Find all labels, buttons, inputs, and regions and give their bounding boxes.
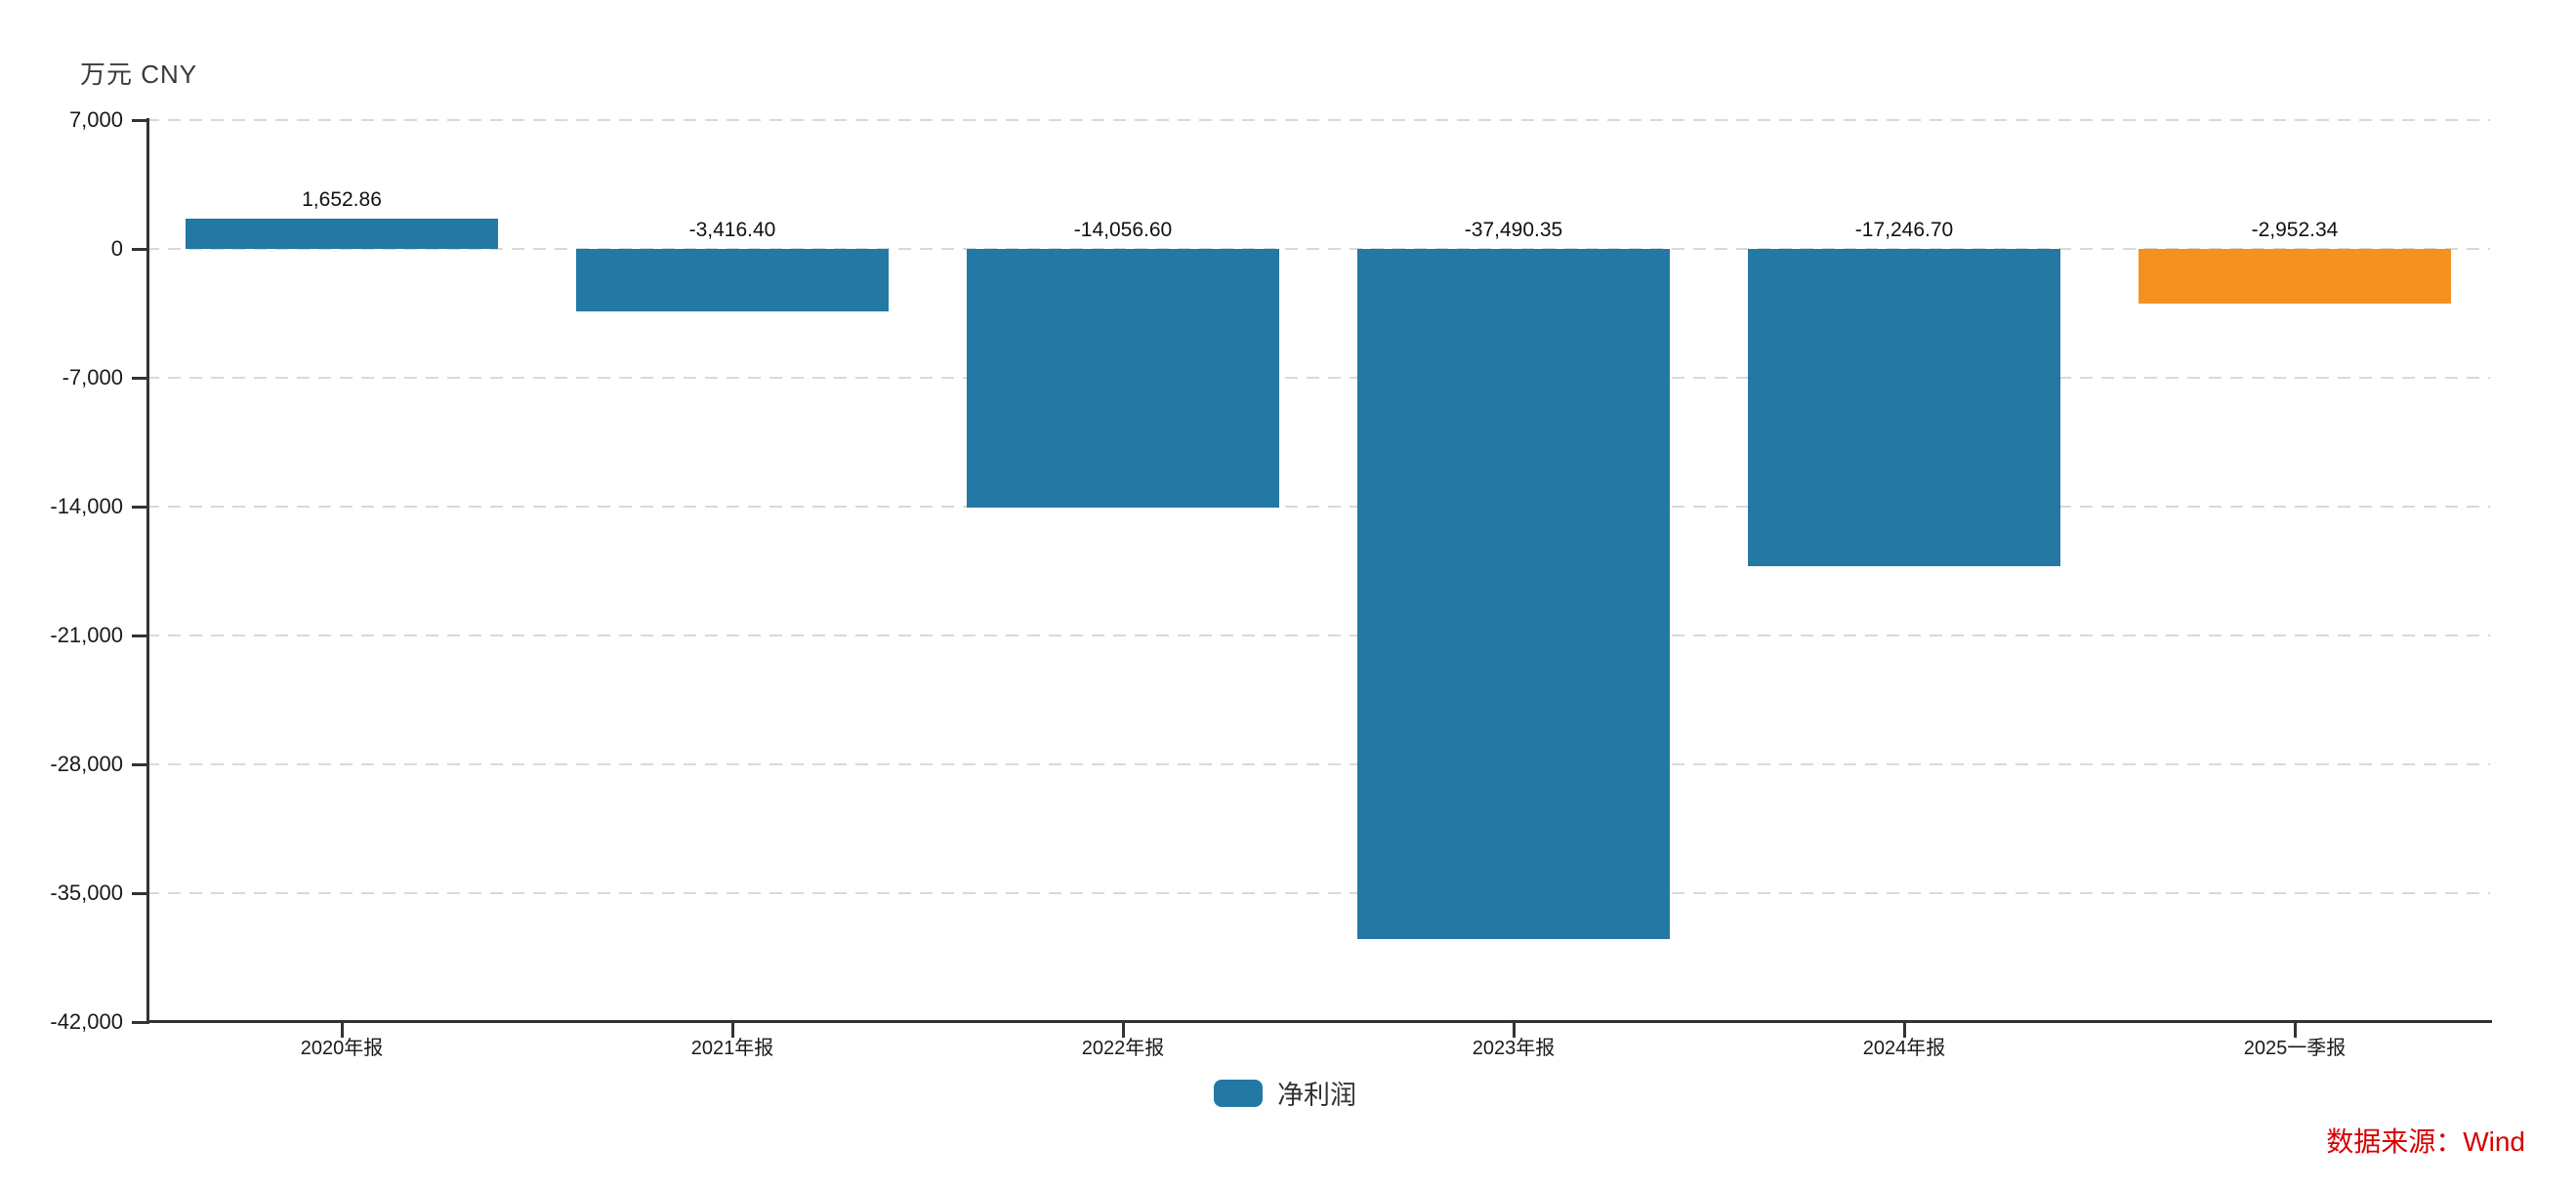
bar-value-label: -2,952.34 bbox=[2251, 219, 2339, 241]
gridline bbox=[146, 892, 2490, 894]
y-axis-tick-label: -28,000 bbox=[50, 752, 123, 776]
legend-item-label: 净利润 bbox=[1277, 1081, 1356, 1110]
bar-value-label: -37,490.35 bbox=[1464, 219, 1563, 241]
x-axis-tick-label: 2025一季报 bbox=[2243, 1038, 2347, 1059]
y-axis-tick-label: -35,000 bbox=[50, 880, 123, 905]
bar-value-label: -17,246.70 bbox=[1854, 219, 1954, 241]
gridline bbox=[146, 377, 2490, 379]
x-axis-tick-mark bbox=[1512, 1022, 1516, 1038]
bar-2022年报[interactable] bbox=[967, 249, 1279, 509]
x-axis-tick-mark bbox=[2293, 1022, 2297, 1038]
x-axis-tick-label: 2022年报 bbox=[1081, 1038, 1165, 1059]
x-axis-tick-mark bbox=[730, 1022, 734, 1038]
gridline bbox=[146, 634, 2490, 636]
x-axis-tick-label: 2021年报 bbox=[690, 1038, 774, 1059]
y-axis-tick-label: -21,000 bbox=[50, 623, 123, 647]
gridline bbox=[146, 119, 2490, 121]
y-axis-unit-label: 万元 CNY bbox=[80, 60, 198, 89]
y-axis-tick-mark bbox=[132, 891, 147, 895]
bar-2021年报[interactable] bbox=[576, 249, 889, 312]
data-source-note: 数据来源：Wind bbox=[2326, 1126, 2525, 1157]
y-axis-tick-mark bbox=[132, 376, 147, 380]
y-axis-tick-mark bbox=[132, 634, 147, 637]
y-axis-tick-mark bbox=[132, 118, 147, 122]
gridline bbox=[146, 506, 2490, 508]
bar-value-label: -14,056.60 bbox=[1073, 219, 1173, 241]
y-axis-tick-mark bbox=[132, 1020, 147, 1024]
y-axis-tick-mark bbox=[132, 505, 147, 509]
x-axis-line bbox=[146, 1020, 2492, 1023]
y-axis-tick-label: 7,000 bbox=[68, 107, 123, 132]
x-axis-tick-mark bbox=[1902, 1022, 1906, 1038]
y-axis-tick-label: -42,000 bbox=[50, 1009, 123, 1034]
legend-swatch-icon bbox=[1214, 1079, 1263, 1107]
legend[interactable]: 净利润 bbox=[1214, 1074, 1356, 1112]
x-axis-tick-label: 2024年报 bbox=[1862, 1038, 1946, 1059]
y-axis-tick-label: -7,000 bbox=[62, 365, 123, 389]
bar-value-label: -3,416.40 bbox=[688, 219, 776, 241]
gridline bbox=[146, 763, 2490, 765]
y-axis-tick-label: -14,000 bbox=[50, 494, 123, 518]
x-axis-tick-mark bbox=[340, 1022, 344, 1038]
bar-2020年报[interactable] bbox=[186, 218, 498, 249]
bar-2024年报[interactable] bbox=[1748, 249, 2060, 567]
bar-value-label: 1,652.86 bbox=[302, 187, 382, 211]
x-axis-tick-mark bbox=[1121, 1022, 1125, 1038]
y-axis-tick-label: 0 bbox=[110, 236, 123, 261]
y-axis-line bbox=[146, 118, 149, 1024]
y-axis-tick-mark bbox=[132, 247, 147, 251]
gridline bbox=[146, 248, 2490, 250]
bar-2025一季报[interactable] bbox=[2139, 249, 2451, 304]
y-axis-tick-mark bbox=[132, 762, 147, 766]
x-axis-tick-label: 2023年报 bbox=[1472, 1038, 1556, 1059]
x-axis-tick-label: 2020年报 bbox=[300, 1038, 384, 1059]
bar-2023年报[interactable] bbox=[1357, 249, 1670, 939]
